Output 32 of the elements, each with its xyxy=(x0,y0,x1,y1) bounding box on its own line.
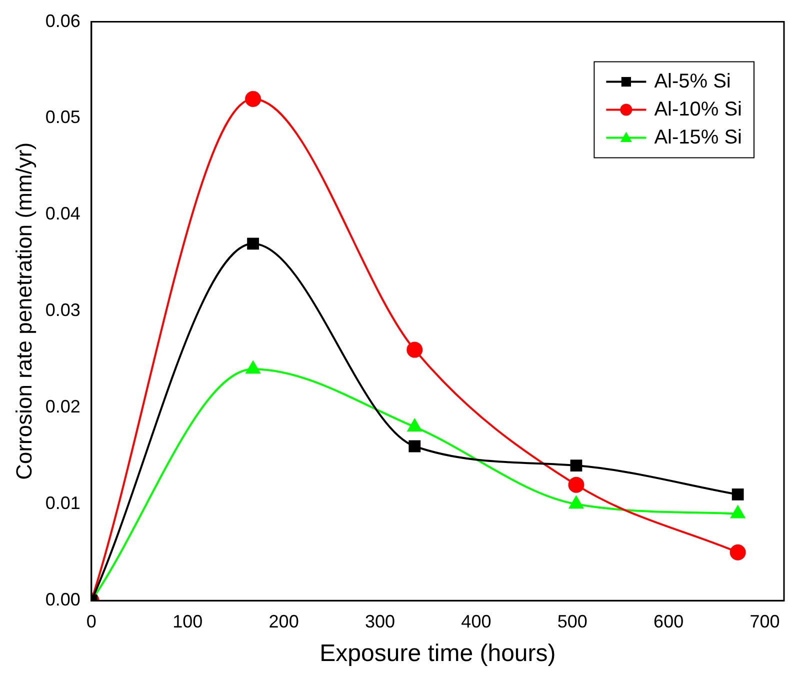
y-axis-title: Corrosion rate penetration (mm/yr) xyxy=(11,142,36,480)
y-tick-label: 0.01 xyxy=(45,493,80,514)
y-tick-label: 0.05 xyxy=(45,107,80,128)
x-tick-label: 0 xyxy=(86,611,96,632)
legend-label: Al-15% Si xyxy=(654,126,742,148)
point xyxy=(568,476,584,493)
legend-label: Al-10% Si xyxy=(654,98,742,120)
point xyxy=(247,238,259,250)
x-tick-label: 100 xyxy=(172,611,203,632)
x-tick-label: 600 xyxy=(654,611,684,632)
point xyxy=(246,361,260,374)
y-tick-label: 0.00 xyxy=(45,590,80,610)
x-tick-label: 700 xyxy=(750,611,780,632)
x-axis-title: Exposure time (hours) xyxy=(320,640,556,668)
x-tick-label: 200 xyxy=(268,611,299,632)
y-tick-label: 0.06 xyxy=(45,10,80,31)
x-tick-label: 400 xyxy=(461,611,492,632)
x-tick-label: 300 xyxy=(364,611,396,632)
point xyxy=(245,90,262,107)
point xyxy=(569,496,584,509)
y-tick-label: 0.03 xyxy=(45,300,80,320)
point xyxy=(570,460,582,472)
point xyxy=(406,342,423,358)
point xyxy=(732,488,744,500)
point xyxy=(730,544,746,560)
y-tick-label: 0.04 xyxy=(45,204,80,224)
y-tick-label: 0.02 xyxy=(45,396,80,417)
point xyxy=(408,418,422,432)
x-tick-label: 500 xyxy=(557,611,588,632)
point xyxy=(408,440,421,452)
point xyxy=(730,506,745,518)
legend-label: Al-5% Si xyxy=(654,70,731,92)
